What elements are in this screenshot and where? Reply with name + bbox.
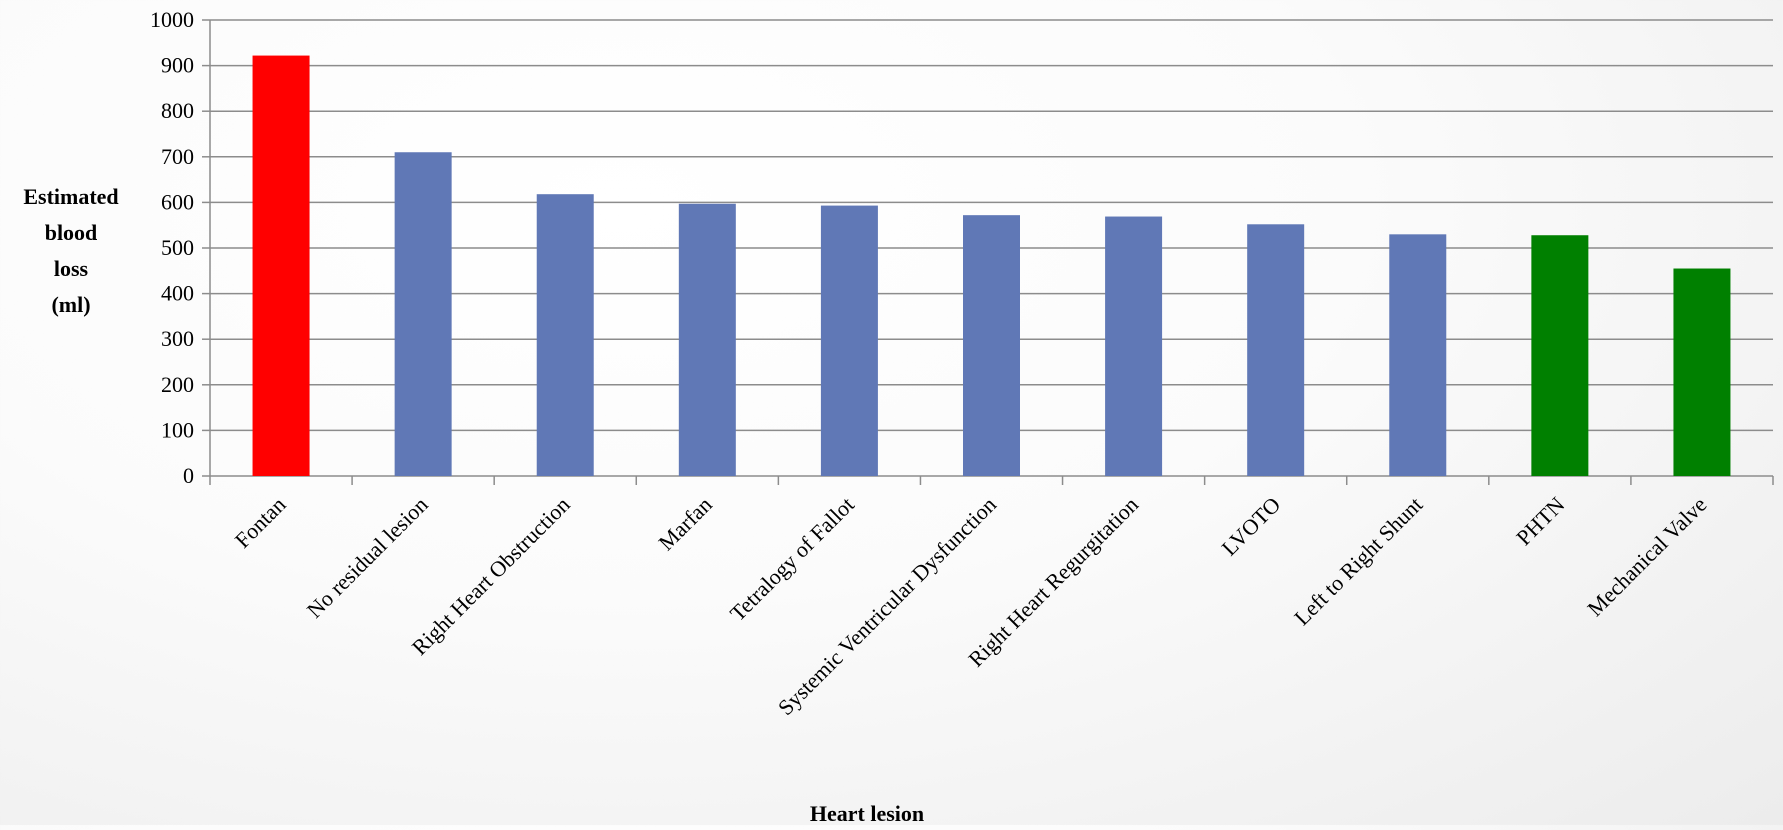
y-tick-label: 300 bbox=[161, 326, 194, 351]
y-tick-label: 900 bbox=[161, 53, 194, 78]
bar-phtn bbox=[1531, 235, 1589, 476]
x-tick-label: Left to Right Shunt bbox=[1289, 492, 1427, 630]
y-axis-title-line: Estimated bbox=[23, 184, 118, 209]
bar-tetralogy-of-fallot bbox=[820, 205, 878, 477]
y-tick-label: 1000 bbox=[150, 7, 194, 32]
x-tick-label: No residual lesion bbox=[302, 492, 433, 623]
x-tick-label: Right Heart Obstruction bbox=[407, 492, 575, 660]
bar-right-heart-regurgitation bbox=[1105, 216, 1163, 476]
bar-systemic-ventricular-dysfunction bbox=[963, 215, 1020, 476]
x-tick-label: PHTN bbox=[1511, 492, 1569, 550]
y-tick-label: 500 bbox=[161, 235, 194, 260]
x-axis-title: Heart lesion bbox=[810, 801, 924, 825]
y-tick-label: 600 bbox=[161, 189, 194, 214]
y-axis-title-line: loss bbox=[54, 256, 89, 281]
x-tick-label: Mechanical Valve bbox=[1582, 492, 1711, 621]
y-tick-label: 800 bbox=[161, 98, 194, 123]
bar-marfan bbox=[678, 203, 736, 476]
bar-mechanical-valve bbox=[1673, 268, 1731, 476]
x-tick-label: Tetralogy of Fallot bbox=[725, 492, 859, 626]
bar-lvoto bbox=[1247, 224, 1305, 476]
bar-no-residual-lesion bbox=[394, 152, 452, 477]
bar-fontan bbox=[252, 55, 310, 477]
y-axis-title-line: (ml) bbox=[51, 292, 90, 317]
x-tick-label: Fontan bbox=[230, 492, 291, 553]
y-axis-title: Estimated blood loss (ml) bbox=[23, 184, 118, 317]
y-axis-title-line: blood bbox=[45, 220, 98, 245]
y-tick-label: 400 bbox=[161, 281, 194, 306]
y-tick-labels: 0 100 200 300 400 500 600 700 800 900 1000 bbox=[150, 7, 194, 488]
bar-right-heart-obstruction bbox=[536, 194, 594, 476]
x-tick-label: Marfan bbox=[653, 492, 716, 555]
bars bbox=[252, 55, 1731, 477]
y-tick-label: 200 bbox=[161, 372, 194, 397]
bar-left-to-right-shunt bbox=[1389, 234, 1447, 476]
y-tick-label: 700 bbox=[161, 144, 194, 169]
y-tick-label: 0 bbox=[183, 463, 194, 488]
x-tick-label: LVOTO bbox=[1217, 492, 1286, 561]
y-tick-label: 100 bbox=[161, 417, 194, 442]
